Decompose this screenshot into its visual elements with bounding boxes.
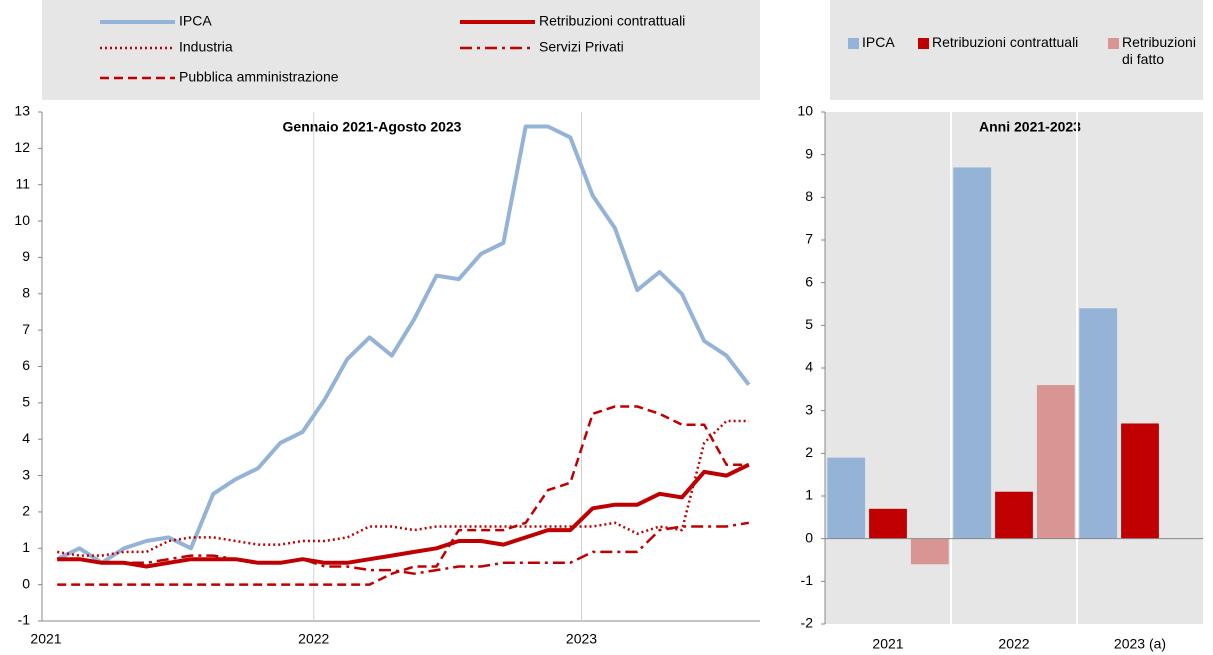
y-tick-label: 6 bbox=[22, 357, 30, 373]
bar bbox=[953, 167, 992, 539]
legend-box bbox=[830, 0, 1203, 100]
y-tick-label: 8 bbox=[22, 284, 30, 300]
annotation: Anni 2021-2023 bbox=[979, 119, 1081, 135]
y-tick-label: 5 bbox=[22, 394, 30, 410]
x-tick-label: 2022 bbox=[298, 631, 329, 647]
y-tick-label: 7 bbox=[805, 231, 813, 247]
y-tick-label: 10 bbox=[797, 103, 813, 119]
y-tick-label: 13 bbox=[14, 103, 30, 119]
bar bbox=[995, 491, 1033, 539]
line-series bbox=[56, 419, 749, 557]
legend-text: Retribuzioni di fatto bbox=[1122, 34, 1196, 67]
y-tick-label: 6 bbox=[805, 273, 813, 289]
y-tick-label: 4 bbox=[805, 359, 813, 375]
annotation: Gennaio 2021-Agosto 2023 bbox=[283, 119, 462, 135]
bar bbox=[910, 538, 949, 565]
bar bbox=[869, 508, 907, 539]
y-tick-label: 0 bbox=[805, 529, 813, 545]
y-tick-label: 7 bbox=[22, 321, 30, 337]
y-tick-label: 8 bbox=[805, 188, 813, 204]
legend-box bbox=[42, 0, 760, 100]
line-series bbox=[57, 521, 750, 575]
bar bbox=[1079, 308, 1118, 539]
y-tick-label: 4 bbox=[22, 430, 30, 446]
x-tick-label: 2023 (a) bbox=[1114, 636, 1166, 652]
y-tick-label: -1 bbox=[18, 612, 31, 628]
y-tick-label: 2 bbox=[805, 444, 813, 460]
legend-label: Industria bbox=[179, 39, 233, 55]
y-tick-label: 0 bbox=[22, 575, 30, 591]
x-tick-label: 2023 bbox=[566, 631, 597, 647]
legend-swatch bbox=[918, 38, 929, 49]
y-tick-label: 1 bbox=[805, 487, 813, 503]
legend-label: Retribuzioni contrattuali bbox=[539, 13, 685, 29]
x-tick-label: 2022 bbox=[998, 636, 1029, 652]
bar bbox=[827, 457, 866, 539]
bar bbox=[1036, 385, 1075, 539]
x-tick-label: 2021 bbox=[872, 636, 903, 652]
y-tick-label: 2 bbox=[22, 503, 30, 519]
plot-area bbox=[825, 112, 1203, 624]
y-tick-label: 1 bbox=[22, 539, 30, 555]
bar bbox=[1121, 423, 1159, 539]
y-tick-label: 11 bbox=[15, 175, 30, 191]
y-tick-label: 12 bbox=[14, 139, 30, 155]
y-tick-label: -2 bbox=[801, 615, 814, 631]
legend-label: Retribuzioni di fatto bbox=[1122, 34, 1196, 67]
legend-text: Retribuzioni contrattuali bbox=[932, 34, 1079, 50]
y-tick-label: 5 bbox=[805, 316, 813, 332]
legend-swatch bbox=[1108, 38, 1119, 49]
line-series bbox=[57, 462, 750, 569]
legend-label: Retribuzioni contrattuali bbox=[932, 34, 1079, 50]
y-tick-label: 3 bbox=[22, 466, 30, 482]
x-tick-label: 2021 bbox=[30, 631, 61, 647]
y-tick-label: 3 bbox=[805, 401, 813, 417]
legend-label: Servizi Privati bbox=[539, 39, 624, 55]
y-tick-label: 10 bbox=[14, 212, 30, 228]
y-tick-label: 9 bbox=[805, 145, 813, 161]
legend-label: IPCA bbox=[862, 34, 895, 50]
legend-label: Pubblica amministrazione bbox=[179, 69, 339, 85]
legend-label: IPCA bbox=[179, 13, 212, 29]
legend-text: IPCA bbox=[862, 34, 895, 50]
y-tick-label: 9 bbox=[22, 248, 30, 264]
y-tick-label: -1 bbox=[801, 572, 814, 588]
line-series bbox=[56, 124, 751, 565]
line-series bbox=[57, 405, 749, 586]
legend-swatch bbox=[848, 38, 859, 49]
